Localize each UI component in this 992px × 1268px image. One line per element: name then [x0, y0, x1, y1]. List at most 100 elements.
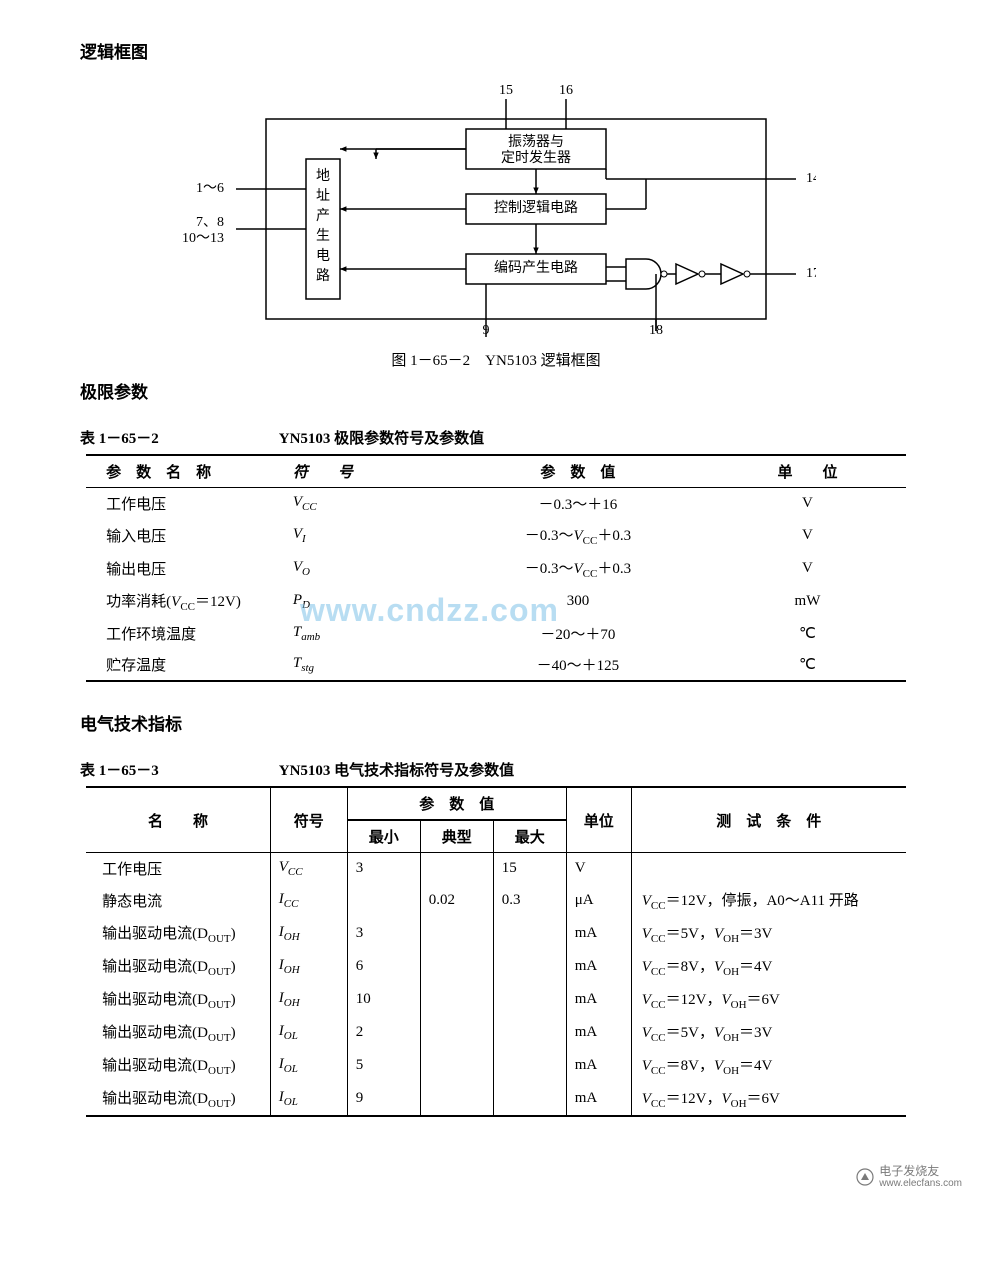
- cell-cond: VCC＝5V，VOH＝3V: [631, 917, 906, 950]
- table-row: 输出电压VO－0.3～VCC＋0.3V: [86, 552, 906, 585]
- cell-max: [493, 917, 566, 950]
- th2-unit: 单位: [566, 787, 631, 853]
- th-value: 参 数 值: [447, 455, 709, 488]
- cell-symbol: VO: [283, 552, 447, 585]
- th-unit: 单 位: [709, 455, 906, 488]
- svg-text:产: 产: [316, 208, 330, 224]
- cell-min: 10: [347, 983, 420, 1016]
- cell-typ: [420, 853, 493, 885]
- cell-typ: [420, 983, 493, 1016]
- footer-text1: 电子发烧友: [879, 1165, 962, 1178]
- table-row: 功率消耗(VCC＝12V)PD300mW: [86, 585, 906, 618]
- cell-cond: [631, 853, 906, 885]
- cell-name: 输出驱动电流(DOUT): [86, 917, 270, 950]
- cell-value: 300: [447, 585, 709, 618]
- svg-text:10～13: 10～13: [182, 231, 224, 246]
- cell-symbol: VCC: [270, 853, 347, 885]
- cell-typ: [420, 950, 493, 983]
- cell-name: 工作电压: [86, 853, 270, 885]
- cell-cond: VCC＝8V，VOH＝4V: [631, 950, 906, 983]
- th2-name: 名 称: [86, 787, 270, 853]
- cell-typ: 0.02: [420, 884, 493, 917]
- cell-symbol: PD: [283, 585, 447, 618]
- cell-symbol: IOH: [270, 983, 347, 1016]
- svg-text:生: 生: [316, 228, 330, 244]
- cell-value: －0.3～＋16: [447, 488, 709, 520]
- cell-name: 输出驱动电流(DOUT): [86, 983, 270, 1016]
- table2-number: 表 1－65－3: [80, 759, 159, 780]
- svg-text:地: 地: [316, 168, 330, 184]
- cell-name: 工作环境温度: [86, 618, 283, 649]
- cell-symbol: Tstg: [283, 649, 447, 681]
- cell-name: 输入电压: [86, 519, 283, 552]
- th-symbol: 符 号: [283, 455, 447, 488]
- table-row: 输出驱动电流(DOUT)IOH3 mAVCC＝5V，VOH＝3V: [86, 917, 906, 950]
- table-row: 输出驱动电流(DOUT)IOL2mAVCC＝5V，VOH＝3V: [86, 1016, 906, 1049]
- cell-max: [493, 950, 566, 983]
- cell-name: 输出电压: [86, 552, 283, 585]
- section-title-elec: 电气技术指标: [80, 710, 932, 735]
- table-row: 静态电流ICC0.020.3μAVCC＝12V，停振，A0～A11 开路: [86, 884, 906, 917]
- figure-caption: 图 1－65－2 YN5103 逻辑框图: [60, 349, 932, 370]
- svg-text:电: 电: [316, 248, 330, 264]
- table1-title: YN5103 极限参数符号及参数值: [279, 427, 484, 448]
- cell-value: －20～＋70: [447, 618, 709, 649]
- cell-typ: [420, 1082, 493, 1116]
- svg-text:路: 路: [316, 268, 330, 284]
- svg-text:16: 16: [559, 83, 573, 98]
- svg-text:7、8: 7、8: [196, 215, 224, 230]
- cell-max: [493, 1049, 566, 1082]
- cell-cond: VCC＝12V，VOH＝6V: [631, 1082, 906, 1116]
- svg-text:编码产生电路: 编码产生电路: [494, 260, 578, 276]
- th2-min: 最小: [347, 820, 420, 853]
- cell-unit: mA: [566, 983, 631, 1016]
- th2-cond: 测 试 条 件: [631, 787, 906, 853]
- cell-unit: mA: [566, 1082, 631, 1116]
- svg-text:址: 址: [316, 188, 330, 204]
- cell-typ: [420, 917, 493, 950]
- cell-unit: mA: [566, 917, 631, 950]
- cell-symbol: Tamb: [283, 618, 447, 649]
- cell-unit: mA: [566, 1049, 631, 1082]
- cell-cond: VCC＝12V，VOH＝6V: [631, 983, 906, 1016]
- table-row: 输出驱动电流(DOUT)IOL5mAVCC＝8V，VOH＝4V: [86, 1049, 906, 1082]
- table1-label: 表 1－65－2 YN5103 极限参数符号及参数值: [80, 427, 932, 448]
- cell-name: 输出驱动电流(DOUT): [86, 1049, 270, 1082]
- cell-unit: mA: [566, 1016, 631, 1049]
- cell-name: 输出驱动电流(DOUT): [86, 1016, 270, 1049]
- table1-number: 表 1－65－2: [80, 427, 159, 448]
- table-row: 输出驱动电流(DOUT)IOH10 mAVCC＝12V，VOH＝6V: [86, 983, 906, 1016]
- cell-max: [493, 1082, 566, 1116]
- cell-unit: V: [709, 552, 906, 585]
- cell-unit: V: [709, 488, 906, 520]
- cell-symbol: IOL: [270, 1082, 347, 1116]
- th2-max: 最大: [493, 820, 566, 853]
- table-row: 工作电压VCC－0.3～＋16V: [86, 488, 906, 520]
- svg-text:14: 14: [806, 171, 816, 186]
- cell-name: 输出驱动电流(DOUT): [86, 950, 270, 983]
- section-title-limits: 极限参数: [80, 378, 932, 403]
- th2-typ: 典型: [420, 820, 493, 853]
- logo-icon: [855, 1167, 875, 1187]
- cell-name: 贮存温度: [86, 649, 283, 681]
- cell-symbol: IOL: [270, 1016, 347, 1049]
- cell-symbol: IOH: [270, 950, 347, 983]
- cell-name: 输出驱动电流(DOUT): [86, 1082, 270, 1116]
- cell-min: 9: [347, 1082, 420, 1116]
- section-title-logic: 逻辑框图: [80, 38, 932, 63]
- limits-table: 参 数 名 称 符 号 参 数 值 单 位 工作电压VCC－0.3～＋16V输入…: [86, 454, 906, 682]
- th-name: 参 数 名 称: [86, 455, 283, 488]
- cell-symbol: IOH: [270, 917, 347, 950]
- cell-min: 3: [347, 917, 420, 950]
- elec-table: 名 称 符号 参 数 值 单位 测 试 条 件 最小 典型 最大 工作电压VCC…: [86, 786, 906, 1117]
- table-row: 输出驱动电流(DOUT)IOH6mAVCC＝8V，VOH＝4V: [86, 950, 906, 983]
- cell-min: [347, 884, 420, 917]
- table-row: 工作电压VCC315V: [86, 853, 906, 885]
- cell-max: [493, 1016, 566, 1049]
- cell-min: 5: [347, 1049, 420, 1082]
- cell-unit: μA: [566, 884, 631, 917]
- cell-unit: ℃: [709, 649, 906, 681]
- cell-value: －0.3～VCC＋0.3: [447, 552, 709, 585]
- th2-value-group: 参 数 值: [347, 787, 566, 820]
- svg-text:控制逻辑电路: 控制逻辑电路: [494, 200, 578, 216]
